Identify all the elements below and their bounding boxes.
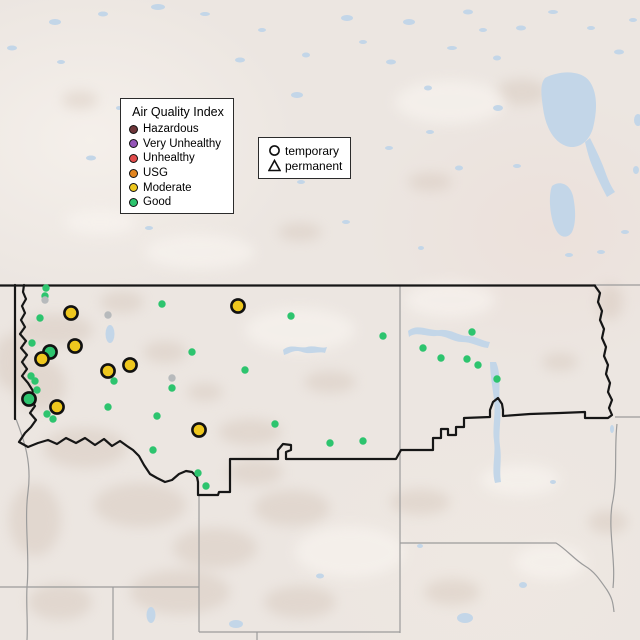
permanent-triangle-icon [268, 159, 281, 172]
monitor-marker[interactable] [33, 386, 41, 394]
monitor-marker[interactable] [104, 311, 112, 319]
monitor-marker[interactable] [419, 344, 427, 352]
monitor-marker[interactable] [49, 415, 57, 423]
monitor-marker[interactable] [359, 437, 367, 445]
legend-item-unhealthy: Unhealthy [127, 151, 229, 166]
monitor-marker[interactable] [188, 348, 196, 356]
monitor-marker[interactable] [241, 366, 249, 374]
monitor-markers-layer [21, 284, 501, 490]
moderate-swatch-icon [129, 183, 138, 193]
monitor-marker[interactable] [41, 296, 49, 304]
usg-swatch-icon [129, 168, 138, 178]
very-unhealthy-swatch-icon [129, 139, 138, 149]
monitor-marker[interactable] [43, 410, 51, 418]
monitor-marker[interactable] [202, 482, 210, 490]
monitor-marker[interactable] [168, 374, 176, 382]
monitor-marker[interactable] [67, 338, 83, 354]
monitor-marker[interactable] [104, 403, 112, 411]
monitor-marker[interactable] [379, 332, 387, 340]
monitor-marker[interactable] [194, 469, 202, 477]
monitor-marker[interactable] [168, 384, 176, 392]
monitor-marker[interactable] [36, 314, 44, 322]
monitor-marker[interactable] [230, 298, 246, 314]
aqi-legend-title: Air Quality Index [132, 105, 224, 119]
legend-item-temporary: temporary [268, 143, 350, 158]
monitor-marker[interactable] [493, 375, 501, 383]
lakes-water [7, 4, 640, 628]
temporary-circle-icon [269, 145, 280, 156]
monitor-marker[interactable] [271, 420, 279, 428]
monitor-marker[interactable] [122, 357, 138, 373]
monitor-marker[interactable] [437, 354, 445, 362]
unhealthy-swatch-icon [129, 153, 138, 163]
monitor-marker[interactable] [474, 361, 482, 369]
monitor-marker[interactable] [463, 355, 471, 363]
monitor-marker[interactable] [100, 363, 116, 379]
monitor-marker[interactable] [158, 300, 166, 308]
monitor-marker[interactable] [49, 399, 65, 415]
monitor-marker[interactable] [31, 377, 39, 385]
monitor-marker[interactable] [287, 312, 295, 320]
monitor-marker[interactable] [191, 422, 207, 438]
hazardous-swatch-icon [129, 124, 138, 134]
monitor-marker[interactable] [110, 377, 118, 385]
state-borders [0, 284, 640, 640]
monitor-marker[interactable] [28, 339, 36, 347]
terrain-highlights [64, 80, 586, 580]
legend-item-permanent: permanent [268, 158, 350, 173]
legend-item-moderate: Moderate [127, 180, 229, 195]
terrain-shading [0, 79, 628, 620]
legend-item-very-unhealthy: Very Unhealthy [127, 137, 229, 152]
aqi-legend: Air Quality Index Hazardous Very Unhealt… [120, 98, 234, 214]
legend-item-good: Good [127, 195, 229, 210]
legend-item-hazardous: Hazardous [127, 122, 229, 137]
good-swatch-icon [129, 197, 138, 207]
monitor-marker[interactable] [21, 391, 37, 407]
monitor-marker[interactable] [63, 305, 79, 321]
monitor-marker[interactable] [34, 351, 50, 367]
marker-type-legend: temporary permanent [258, 137, 351, 179]
monitor-marker[interactable] [468, 328, 476, 336]
monitor-marker[interactable] [149, 446, 157, 454]
monitor-marker[interactable] [326, 439, 334, 447]
monitor-marker[interactable] [27, 372, 35, 380]
monitor-marker[interactable] [153, 412, 161, 420]
legend-item-usg: USG [127, 166, 229, 181]
monitor-marker[interactable] [42, 284, 50, 292]
